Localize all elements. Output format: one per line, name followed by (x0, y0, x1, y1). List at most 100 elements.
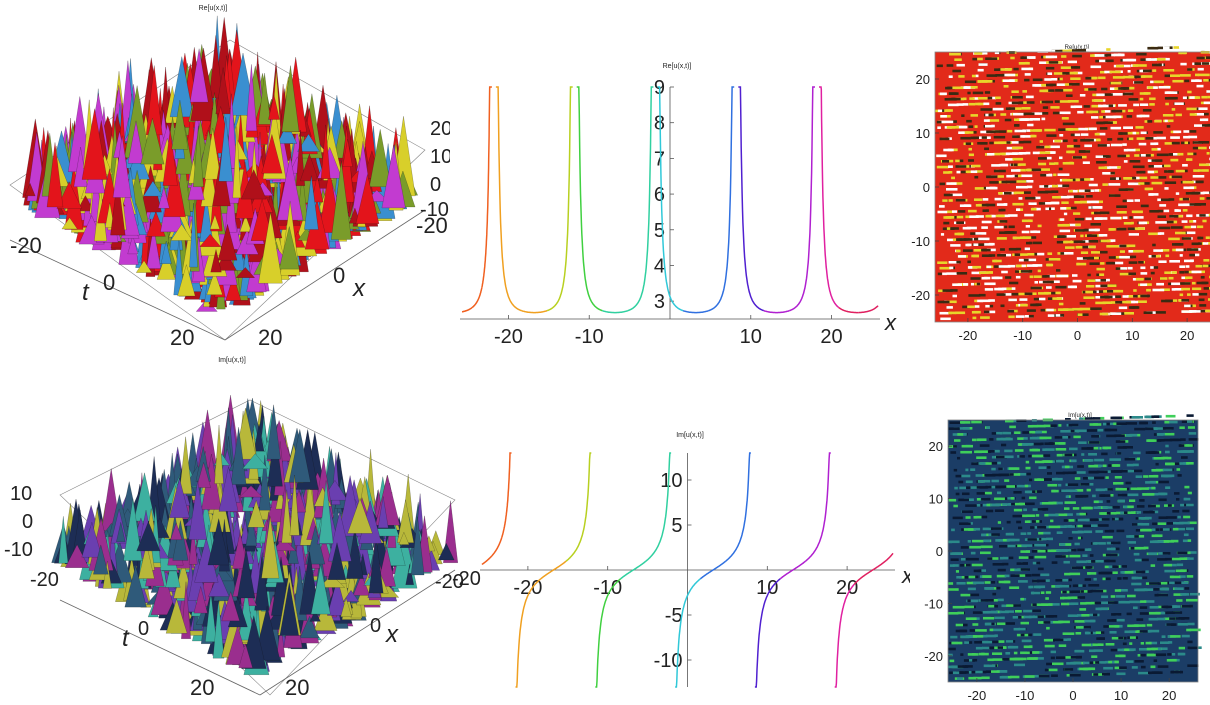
density-cell (1093, 649, 1103, 652)
density-cell (996, 485, 1002, 489)
density-cell (1098, 290, 1107, 293)
density-cell (1060, 430, 1072, 433)
density-cell (1183, 231, 1196, 235)
density-cell (962, 305, 971, 309)
density-cell (1127, 570, 1133, 574)
surface-spike (172, 520, 189, 561)
density-cell (1122, 58, 1135, 62)
density-cell (1184, 587, 1190, 590)
density-cell (1105, 115, 1117, 119)
density-cell (1101, 166, 1108, 169)
density-cell (1109, 458, 1121, 461)
density-cell (1133, 606, 1138, 610)
density-cell (1055, 585, 1063, 588)
density-cell (1156, 282, 1164, 286)
density-cell (973, 249, 982, 252)
density-cell (1051, 49, 1063, 53)
density-cell (1044, 275, 1050, 278)
density-cell (1020, 270, 1032, 273)
density-cell (1187, 158, 1193, 161)
density-cell (1176, 498, 1180, 501)
density-cell (1006, 141, 1011, 144)
density-cell (1037, 579, 1047, 583)
density-cell (1099, 312, 1109, 316)
series-line (500, 452, 512, 538)
density-cell (1140, 182, 1150, 185)
density-cell (1131, 535, 1139, 538)
density-cell (1095, 290, 1099, 293)
im-surface-axis-t (59, 599, 261, 696)
re-line-title: Re[u(x,t)] (663, 63, 692, 70)
series-line (627, 86, 654, 312)
density-cell (1048, 145, 1060, 149)
density-cell (1084, 144, 1092, 148)
density-cell (1170, 226, 1183, 229)
density-cell (1023, 101, 1031, 104)
density-cell (1133, 216, 1144, 219)
density-cell (1077, 596, 1086, 599)
density-cell (1016, 520, 1021, 524)
density-cell (1011, 169, 1021, 172)
density-cell (955, 623, 963, 627)
x-tick-label: 10 (740, 326, 762, 345)
density-cell (936, 165, 949, 169)
density-cell (1042, 531, 1051, 535)
density-cell (1058, 302, 1064, 306)
density-cell (1075, 489, 1084, 492)
density-cell (946, 188, 958, 191)
density-cell (1100, 571, 1113, 575)
density-cell (988, 461, 997, 465)
density-cell (942, 227, 948, 231)
density-cell (1068, 144, 1074, 148)
density-cell (1096, 470, 1108, 474)
density-cell (1059, 134, 1064, 137)
density-cell (956, 103, 964, 106)
density-cell (1145, 570, 1149, 573)
density-cell (950, 451, 957, 454)
x-tick-label: 20 (820, 326, 842, 345)
density-cell (1189, 592, 1200, 596)
density-cell (1060, 207, 1067, 210)
density-cell (1157, 647, 1162, 650)
density-cell (1064, 513, 1073, 516)
density-cell (936, 154, 947, 158)
density-cell (1137, 300, 1147, 303)
density-cell (1069, 144, 1081, 148)
density-cell (1014, 568, 1024, 571)
density-cell (1099, 273, 1105, 276)
density-cell (1186, 214, 1193, 218)
density-cell (996, 622, 1006, 626)
re-surface-x-label: x (352, 275, 366, 302)
density-cell (1180, 282, 1191, 285)
density-cell (951, 120, 957, 123)
density-cell (1020, 258, 1026, 262)
density-cell (1073, 71, 1083, 75)
density-cell (988, 242, 995, 246)
density-cell (1005, 158, 1014, 161)
density-cell (1047, 314, 1055, 317)
density-cell (1064, 240, 1074, 244)
density-cell (1149, 193, 1159, 196)
density-cell (1074, 240, 1086, 243)
density-cell (1047, 549, 1055, 553)
density-cell (1089, 649, 1096, 653)
density-cell (962, 492, 970, 496)
density-cell (1028, 454, 1032, 458)
density-cell (1049, 83, 1057, 87)
density-cell (1113, 482, 1124, 485)
density-cell (946, 272, 958, 275)
surface-spike (377, 496, 389, 529)
surface-spike (196, 461, 211, 488)
density-cell (970, 170, 978, 173)
density-cell (1173, 521, 1184, 525)
density-cell (1048, 603, 1060, 606)
density-cell (1048, 61, 1059, 64)
density-cell (1072, 54, 1082, 58)
density-cell (1030, 134, 1037, 138)
density-cell (1201, 62, 1210, 65)
density-cell (1115, 301, 1125, 304)
density-cell (1094, 132, 1100, 136)
density-cell (946, 306, 953, 309)
